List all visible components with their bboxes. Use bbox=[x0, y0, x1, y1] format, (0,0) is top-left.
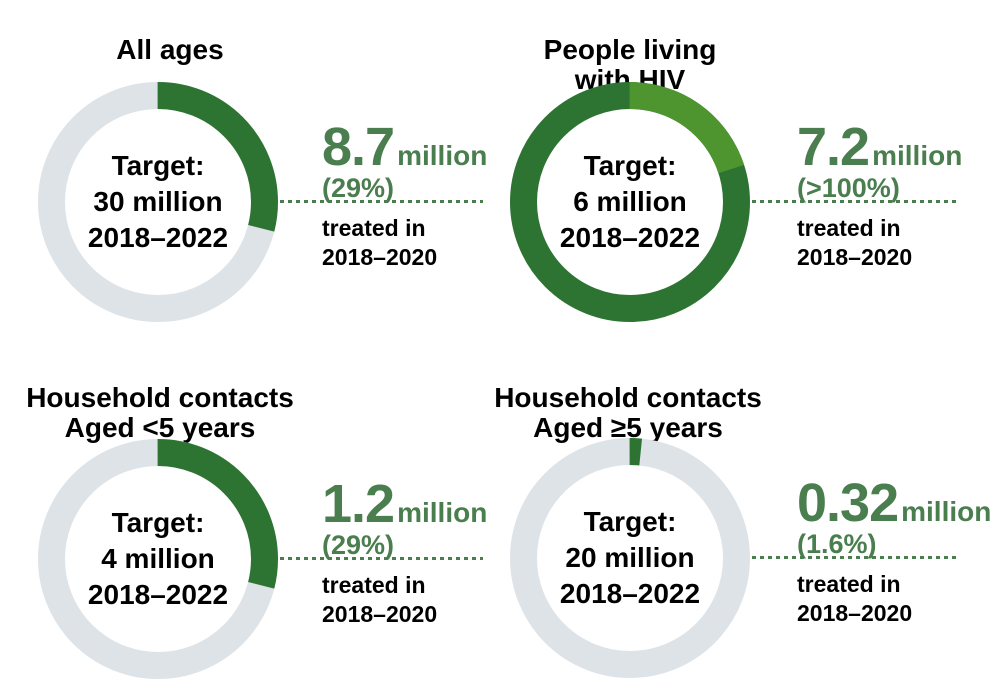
target-label: Target: bbox=[583, 150, 677, 181]
treated-caption-line: 2018–2020 bbox=[322, 244, 438, 270]
treated-unit: million bbox=[872, 140, 963, 171]
target-period: 2018–2022 bbox=[559, 222, 701, 253]
dotted-leader-line bbox=[752, 200, 959, 203]
treated-caption-line: 2018–2020 bbox=[797, 244, 913, 270]
treated-value: 8.7 bbox=[322, 117, 395, 177]
treated-caption: treated in 2018–2020 bbox=[797, 570, 912, 628]
treated-percent: (29%) bbox=[322, 173, 395, 203]
dotted-leader-line bbox=[280, 200, 483, 203]
target-value: 30 million bbox=[93, 186, 223, 217]
chart-title: Household contacts Aged <5 years bbox=[0, 383, 340, 443]
treated-value: 0.32 bbox=[797, 473, 899, 533]
treated-percent: (29%) bbox=[322, 530, 395, 560]
dotted-leader-line bbox=[752, 556, 959, 559]
treated-value-line: 7.2 million bbox=[797, 120, 1000, 174]
donut-center-label: Target: 4 million 2018–2022 bbox=[58, 505, 258, 613]
treated-caption-line: treated in bbox=[797, 215, 901, 241]
donut-ring-progress bbox=[38, 82, 278, 322]
treated-value-block: 8.7 million (29%) bbox=[322, 120, 532, 202]
treated-caption-line: treated in bbox=[322, 215, 426, 241]
treated-caption-line: treated in bbox=[322, 572, 426, 598]
treated-unit: million bbox=[901, 496, 992, 527]
panel-people-living-with-hiv: People living with HIV Target: 6 million… bbox=[500, 0, 1000, 348]
treated-percent: (>100%) bbox=[797, 173, 900, 203]
treated-percent: (1.6%) bbox=[797, 529, 877, 559]
donut-chart bbox=[510, 438, 750, 678]
target-period: 2018–2022 bbox=[87, 579, 229, 610]
chart-title: All ages bbox=[0, 35, 350, 65]
donut-chart bbox=[510, 82, 750, 322]
target-label: Target: bbox=[111, 507, 205, 538]
treated-value-block: 1.2 million (29%) bbox=[322, 477, 532, 559]
donut-chart bbox=[38, 82, 278, 322]
chart-title-line: Household contacts bbox=[494, 382, 762, 414]
target-value: 20 million bbox=[565, 542, 695, 573]
target-label: Target: bbox=[583, 506, 677, 537]
panel-household-contacts-5-and-over: Household contacts Aged ≥5 years Target:… bbox=[494, 348, 1000, 696]
target-period: 2018–2022 bbox=[559, 578, 701, 609]
donut-center-label: Target: 20 million 2018–2022 bbox=[530, 504, 730, 612]
target-value: 6 million bbox=[573, 186, 687, 217]
donut-ring-overflow bbox=[510, 82, 750, 322]
treated-value-block: 7.2 million (>100%) bbox=[797, 120, 1000, 202]
treated-value-line: 8.7 million bbox=[322, 120, 532, 174]
treated-unit: million bbox=[397, 497, 488, 528]
treated-caption-line: 2018–2020 bbox=[797, 600, 913, 626]
treated-caption-line: treated in bbox=[797, 571, 901, 597]
treated-value: 7.2 bbox=[797, 117, 870, 177]
treated-caption: treated in 2018–2020 bbox=[322, 214, 437, 272]
treated-caption: treated in 2018–2020 bbox=[322, 571, 437, 629]
treated-caption: treated in 2018–2020 bbox=[797, 214, 912, 272]
chart-title-line: People living bbox=[543, 34, 717, 66]
treated-value: 1.2 bbox=[322, 474, 395, 534]
treated-value-block: 0.32 million (1.6%) bbox=[797, 476, 1000, 558]
chart-title: Household contacts Aged ≥5 years bbox=[448, 383, 808, 443]
treated-value-line: 0.32 million bbox=[797, 476, 1000, 530]
chart-title-line: Household contacts bbox=[26, 382, 294, 414]
target-value: 4 million bbox=[101, 543, 215, 574]
target-period: 2018–2022 bbox=[87, 222, 229, 253]
donut-center-label: Target: 6 million 2018–2022 bbox=[530, 148, 730, 256]
donut-ring-progress bbox=[38, 439, 278, 679]
chart-title-line: Aged ≥5 years bbox=[533, 412, 723, 444]
treated-unit: million bbox=[397, 140, 488, 171]
donut-chart bbox=[38, 439, 278, 679]
dotted-leader-line bbox=[280, 557, 483, 560]
target-label: Target: bbox=[111, 150, 205, 181]
chart-title-line: All ages bbox=[116, 34, 224, 66]
donut-ring-progress bbox=[510, 438, 750, 678]
donut-center-label: Target: 30 million 2018–2022 bbox=[58, 148, 258, 256]
treated-caption-line: 2018–2020 bbox=[322, 601, 438, 627]
treated-value-line: 1.2 million bbox=[322, 477, 532, 531]
panel-all-ages: All ages Target: 30 million 2018–2022 8.… bbox=[0, 0, 500, 348]
chart-title-line: Aged <5 years bbox=[64, 412, 256, 444]
panel-household-contacts-under-5: Household contacts Aged <5 years Target:… bbox=[0, 348, 500, 696]
